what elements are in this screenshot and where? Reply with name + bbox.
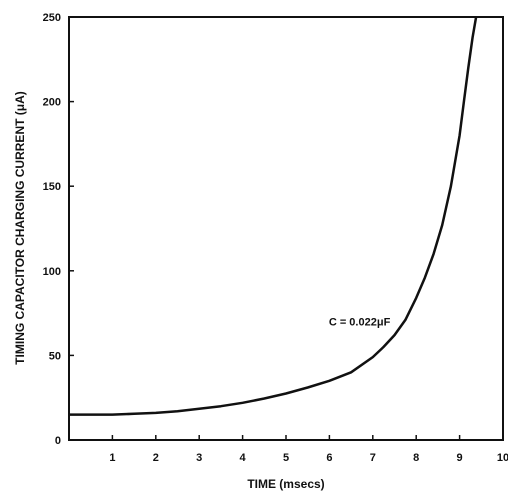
y-axis-title: TIMING CAPACITOR CHARGING CURRENT (μA) (13, 91, 27, 365)
y-tick-label: 200 (43, 97, 61, 109)
capacitance-annotation: C = 0.022μF (329, 317, 391, 329)
y-tick-label: 150 (43, 181, 61, 193)
x-tick-label: 5 (283, 452, 289, 464)
x-axis-ticks: 1 2 3 4 5 6 7 8 9 10 (109, 435, 508, 464)
y-tick-label: 50 (49, 350, 61, 362)
x-tick-label: 4 (240, 452, 247, 464)
y-tick-label: 0 (55, 435, 61, 447)
x-tick-label: 6 (326, 452, 332, 464)
x-axis-title: TIME (msecs) (247, 477, 324, 491)
x-tick-label: 9 (457, 452, 463, 464)
x-tick-label: 10 (497, 452, 508, 464)
plot-frame (68, 16, 504, 441)
y-tick-label: 250 (43, 12, 61, 24)
x-tick-label: 1 (109, 452, 115, 464)
x-tick-label: 7 (370, 452, 376, 464)
x-tick-label: 3 (196, 452, 202, 464)
y-tick-label: 100 (43, 266, 61, 278)
y-axis-ticks: 0 50 100 150 200 250 (43, 12, 74, 447)
charging-current-curve (69, 16, 478, 416)
x-tick-label: 2 (153, 452, 159, 464)
series-layer (69, 16, 478, 416)
x-tick-label: 8 (413, 452, 419, 464)
